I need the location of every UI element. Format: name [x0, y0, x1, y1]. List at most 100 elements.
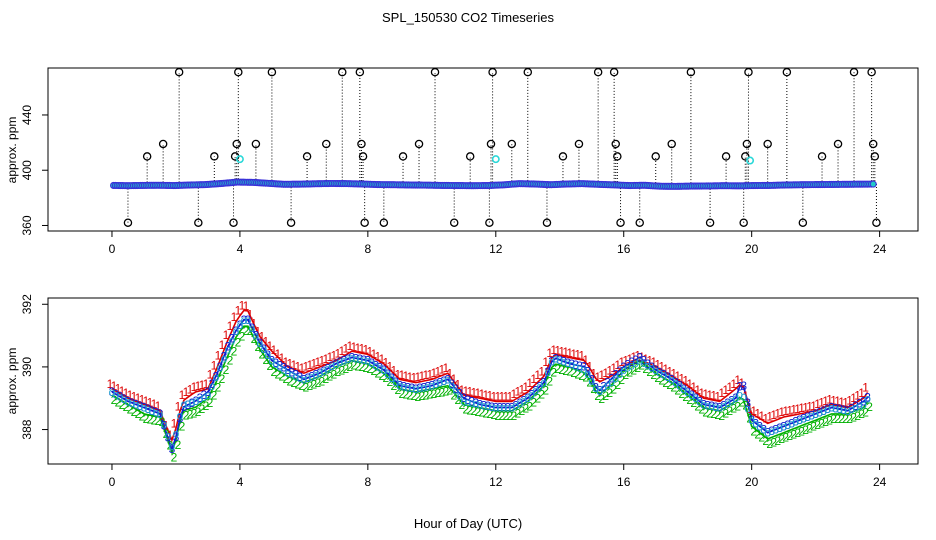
top-y-axis: 360 400 440 — [20, 105, 48, 235]
series-marker-2: 2 — [422, 388, 429, 402]
series-marker-2: 2 — [331, 367, 338, 381]
series-marker-3: 3 — [217, 360, 224, 374]
series-marker-3: 3 — [468, 394, 475, 408]
spike-point — [267, 67, 277, 77]
series-marker-1: 1 — [594, 370, 601, 384]
series-marker-1: 1 — [650, 355, 657, 369]
series-marker-3: 3 — [209, 377, 216, 391]
series-marker-2: 2 — [143, 412, 150, 426]
series-marker-o: o — [277, 360, 284, 374]
series-marker-1: 1 — [574, 348, 581, 362]
series-marker-2: 2 — [454, 393, 461, 407]
series-marker-o: o — [185, 396, 192, 410]
series-marker-o: o — [253, 329, 260, 343]
series-marker-2: 2 — [131, 405, 138, 419]
series-marker-2: 2 — [642, 362, 649, 376]
series-marker-2: 2 — [534, 392, 541, 406]
series-marker-3: 3 — [644, 357, 651, 371]
series-marker-1: 1 — [622, 353, 629, 367]
series-marker-o: o — [245, 313, 252, 327]
spike-point — [123, 218, 133, 227]
series-marker-o: o — [456, 389, 463, 403]
series-marker-2: 2 — [335, 365, 342, 379]
series-marker-o: o — [153, 405, 160, 419]
series-marker-1: 1 — [147, 396, 154, 410]
series-marker-1: 1 — [782, 404, 789, 418]
spike-point — [398, 152, 408, 161]
series-marker-o: o — [564, 356, 571, 370]
series-marker-1: 1 — [386, 360, 393, 374]
spike-point — [358, 152, 368, 161]
series-marker-3: 3 — [385, 367, 392, 381]
series-marker-1: 1 — [778, 405, 785, 419]
series-marker-o: o — [708, 399, 715, 413]
series-marker-1: 1 — [630, 350, 637, 364]
series-marker-3: 3 — [712, 400, 719, 414]
series-marker-o: o — [305, 371, 312, 385]
series-marker-2: 2 — [778, 432, 785, 446]
series-marker-o: o — [832, 401, 839, 415]
series-marker-o: o — [177, 408, 184, 422]
series-marker-o: o — [161, 418, 168, 432]
series-marker-o: o — [221, 352, 228, 366]
series-marker-1: 1 — [526, 376, 533, 390]
spike-point — [739, 218, 748, 227]
series-marker-3: 3 — [428, 379, 435, 393]
series-marker-1: 1 — [231, 310, 238, 324]
spike-point — [742, 139, 752, 149]
series-marker-2: 2 — [686, 393, 693, 407]
series-marker-1: 1 — [722, 383, 729, 397]
series-marker-o: o — [205, 388, 212, 402]
series-marker-2: 2 — [367, 362, 374, 376]
series-marker-o: o — [700, 397, 707, 411]
series-marker-2: 2 — [406, 388, 413, 402]
series-marker-o: o — [740, 390, 747, 404]
series-marker-o: o — [345, 352, 352, 366]
series-marker-3: 3 — [788, 416, 795, 430]
series-marker-o: o — [149, 404, 156, 418]
series-marker-o: o — [840, 403, 847, 417]
series-marker-o: o — [165, 428, 172, 442]
series-marker-2: 2 — [606, 386, 613, 400]
series-marker-o: o — [484, 399, 491, 413]
series-marker-3: 3 — [640, 354, 647, 368]
series-marker-o: o — [836, 402, 843, 416]
series-marker-2: 2 — [502, 409, 509, 423]
series-marker-o: o — [584, 367, 591, 381]
series-marker-2: 2 — [123, 400, 130, 414]
series-marker-2: 2 — [466, 403, 473, 417]
series-marker-3: 3 — [720, 398, 727, 412]
series-marker-2: 2 — [159, 415, 166, 429]
series-marker-3: 3 — [229, 332, 236, 346]
top-baseline-series — [110, 178, 877, 190]
series-marker-2: 2 — [390, 379, 397, 393]
series-marker-3: 3 — [257, 336, 264, 350]
series-marker-2: 2 — [738, 395, 745, 409]
top-x-tick-label: 24 — [873, 242, 887, 256]
series-marker-3: 3 — [277, 358, 284, 372]
series-marker-3: 3 — [660, 368, 667, 382]
series-marker-o: o — [744, 401, 751, 415]
series-marker-1: 1 — [738, 376, 745, 390]
series-marker-2: 2 — [343, 362, 350, 376]
spike-point — [194, 218, 203, 227]
series-marker-o: o — [712, 400, 719, 414]
series-marker-o: o — [468, 396, 475, 410]
series-marker-1: 1 — [562, 345, 569, 359]
series-marker-1: 1 — [111, 379, 118, 393]
series-marker-o: o — [301, 372, 308, 386]
series-marker-o: o — [528, 387, 535, 401]
top-x-tick-label: 20 — [745, 242, 759, 256]
series-marker-3: 3 — [688, 388, 695, 402]
series-marker-2: 2 — [323, 372, 330, 386]
series-marker-1: 1 — [143, 394, 150, 408]
series-marker-1: 1 — [155, 399, 162, 413]
series-marker-o: o — [576, 361, 583, 375]
spike-point — [523, 67, 533, 77]
spike-point — [651, 152, 660, 161]
spike-point — [158, 139, 168, 149]
series-marker-3: 3 — [840, 403, 847, 417]
series-marker-2: 2 — [163, 427, 170, 441]
bottom-x-tick-label: 0 — [109, 475, 116, 489]
flagged-point — [746, 156, 755, 165]
